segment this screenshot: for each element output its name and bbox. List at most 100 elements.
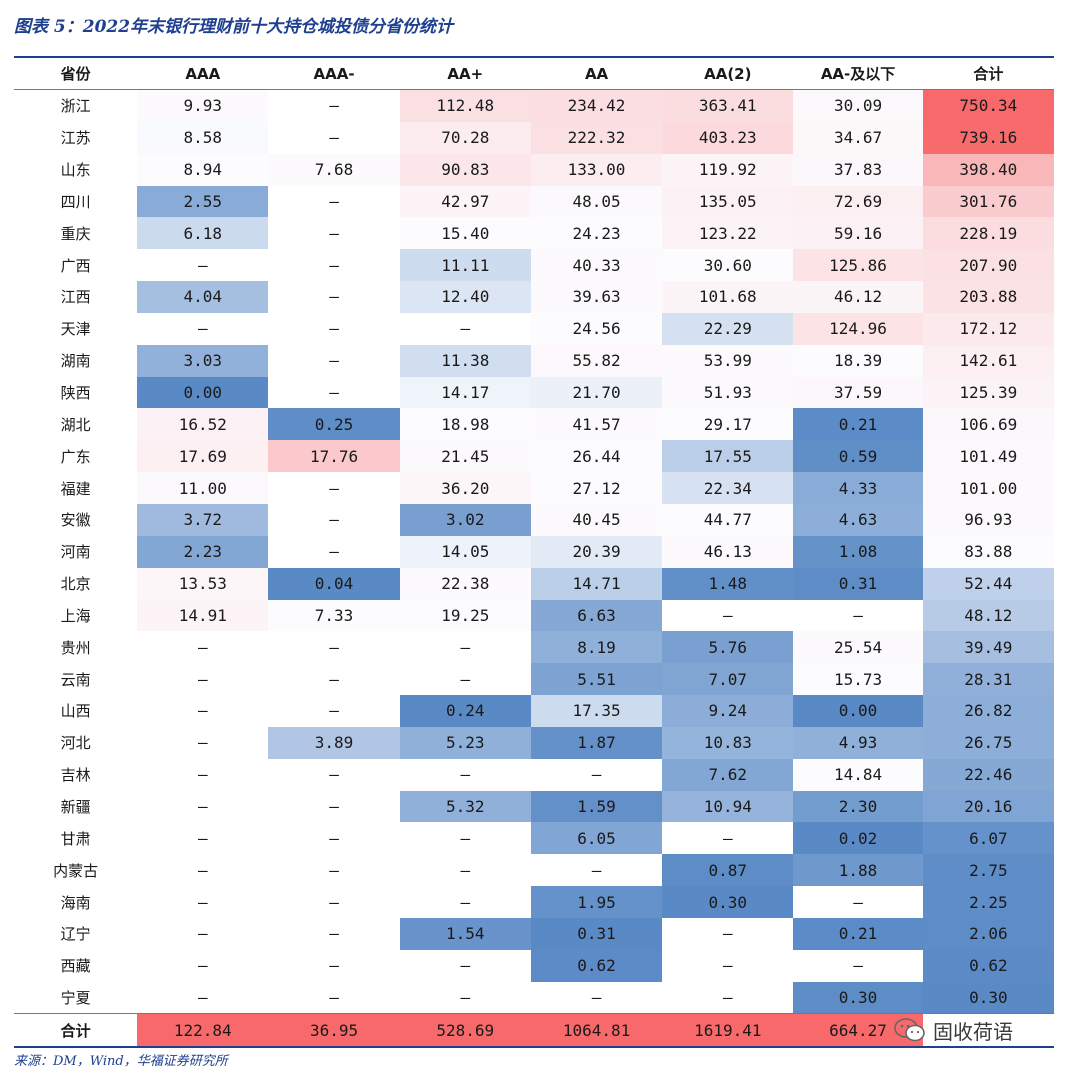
value-cell: 17.69: [137, 440, 269, 473]
value-cell: 15.73: [793, 663, 923, 696]
value-cell: 20.16: [922, 790, 1054, 823]
value-cell: 222.32: [530, 121, 663, 154]
value-cell: –: [329, 669, 339, 689]
value-cell: –: [460, 637, 471, 657]
value-cell: –: [460, 860, 471, 880]
value-cell: 22.46: [922, 758, 1054, 791]
table-row: 安徽 3.72 – 3.02 40.45 44.77 4.63 96.93: [14, 503, 1054, 536]
value-cell: –: [197, 796, 208, 816]
value-cell: 46.12: [793, 281, 923, 313]
value-cell: 39.49: [922, 631, 1054, 664]
value-cell: 14.17: [399, 376, 531, 409]
table-row: 湖南 3.03 – 11.38 55.82 53.99 18.39 142.61: [14, 344, 1054, 377]
value-cell: 1.08: [793, 535, 923, 568]
value-cell: 27.12: [530, 472, 663, 504]
value-cell: –: [329, 319, 339, 339]
value-cell: –: [460, 669, 471, 689]
value-cell: 15.40: [399, 217, 531, 250]
value-cell: –: [197, 637, 208, 657]
value-cell: –: [591, 860, 602, 880]
value-cell: 228.19: [922, 217, 1054, 250]
header-aaa: AAA: [137, 58, 269, 90]
value-cell: 24.23: [530, 217, 663, 250]
value-cell: 125.39: [922, 376, 1054, 409]
value-cell: –: [591, 765, 602, 785]
value-cell: –: [329, 223, 339, 243]
value-cell: 1.95: [530, 886, 663, 918]
value-cell: 119.92: [662, 153, 794, 186]
value-cell: –: [329, 765, 339, 785]
value-cell: 72.69: [793, 185, 923, 218]
province-cell: 江苏: [60, 129, 91, 148]
value-cell: 11.00: [137, 472, 269, 504]
value-cell: –: [329, 892, 339, 912]
value-cell: 7.62: [662, 758, 794, 791]
value-cell: –: [329, 351, 339, 371]
value-cell: 1.87: [530, 726, 663, 759]
value-cell: –: [722, 988, 733, 1008]
value-cell: –: [853, 892, 863, 912]
value-cell: –: [460, 956, 471, 976]
value-cell: 0.24: [399, 695, 531, 727]
value-cell: 101.49: [922, 440, 1054, 473]
value-cell: 7.68: [268, 153, 400, 186]
value-cell: –: [591, 988, 602, 1008]
value-cell: –: [329, 956, 339, 976]
value-cell: 51.93: [662, 376, 794, 409]
value-cell: 0.30: [793, 981, 923, 1014]
value-cell: 17.35: [530, 695, 663, 727]
table-row: 甘肃 – – – 6.05 – 0.02 6.07: [14, 822, 1054, 855]
value-cell: 750.34: [922, 89, 1054, 122]
value-cell: 6.07: [922, 822, 1054, 855]
value-cell: 1619.41: [662, 1013, 794, 1047]
province-cell: 四川: [60, 192, 91, 211]
value-cell: 44.77: [662, 503, 794, 536]
value-cell: 26.44: [530, 440, 663, 473]
value-cell: 0.62: [922, 949, 1054, 982]
value-cell: 14.84: [793, 758, 923, 791]
value-cell: 1.48: [662, 567, 794, 600]
value-cell: 19.25: [399, 599, 531, 632]
value-cell: 18.98: [399, 408, 531, 441]
value-cell: 2.30: [793, 790, 923, 823]
value-cell: 0.25: [268, 408, 400, 441]
value-cell: 234.42: [530, 89, 663, 122]
value-cell: 14.71: [530, 567, 663, 600]
table-row: 重庆 6.18 – 15.40 24.23 123.22 59.16 228.19: [14, 217, 1054, 250]
value-cell: 96.93: [922, 503, 1054, 536]
table-row: 陕西 0.00 – 14.17 21.70 51.93 37.59 125.39: [14, 376, 1054, 409]
value-cell: 28.31: [922, 663, 1054, 696]
value-cell: 403.23: [662, 121, 794, 154]
header-province: 省份: [14, 58, 138, 90]
value-cell: 0.00: [793, 695, 923, 727]
table-row: 山东 8.94 7.68 90.83 133.00 119.92 37.83 398.40: [14, 153, 1054, 186]
province-cell: 海南: [60, 893, 91, 912]
province-cell: 贵州: [60, 638, 91, 657]
value-cell: –: [197, 733, 208, 753]
table-row: 河北 – 3.89 5.23 1.87 10.83 4.93 26.75: [14, 726, 1054, 759]
value-cell: –: [197, 255, 208, 275]
value-cell: 14.05: [399, 535, 531, 568]
province-cell: 合计: [14, 1013, 138, 1047]
value-cell: 36.20: [399, 472, 531, 504]
value-cell: 30.60: [662, 249, 794, 282]
table-row: 江苏 8.58 – 70.28 222.32 403.23 34.67 739.16: [14, 121, 1054, 154]
province-cell: 福建: [60, 479, 91, 498]
value-cell: –: [197, 319, 208, 339]
header-aa-plus: AA+: [399, 58, 531, 90]
table-row: 山西 – – 0.24 17.35 9.24 0.00 26.82: [14, 695, 1054, 727]
value-cell: 2.23: [137, 535, 269, 568]
value-cell: 123.22: [662, 217, 794, 250]
header-aa: AA: [530, 58, 663, 90]
header-total: 合计: [922, 58, 1054, 90]
province-cell: 天津: [60, 320, 91, 339]
value-cell: 0.87: [662, 854, 794, 887]
value-cell: –: [460, 892, 471, 912]
table-row: 福建 11.00 – 36.20 27.12 22.34 4.33 101.00: [14, 472, 1054, 504]
value-cell: –: [853, 605, 863, 625]
table-row: 北京 13.53 0.04 22.38 14.71 1.48 0.31 52.44: [14, 567, 1054, 600]
value-cell: –: [197, 956, 208, 976]
value-cell: 2.06: [922, 917, 1054, 950]
table-row: 浙江 9.93 – 112.48 234.42 363.41 30.09 750.34: [14, 89, 1054, 122]
value-cell: 25.54: [793, 631, 923, 664]
